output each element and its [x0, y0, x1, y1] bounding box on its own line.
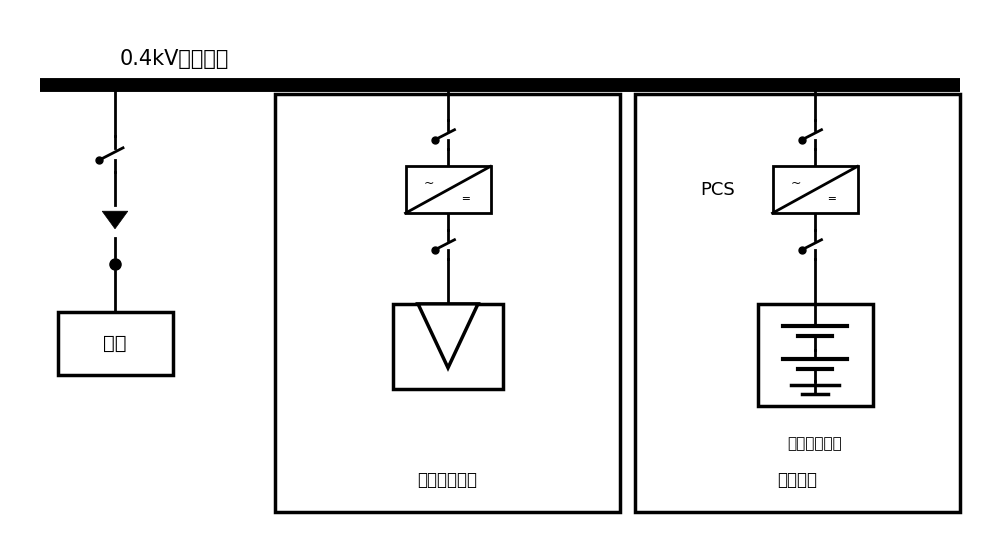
- Bar: [406, 166, 490, 213]
- Bar: [635, 94, 960, 512]
- Bar: [758, 304, 872, 406]
- Text: 储能蓄电池组: 储能蓄电池组: [788, 436, 842, 451]
- Text: 负荷: 负荷: [103, 334, 127, 353]
- Bar: [393, 304, 503, 389]
- Text: 储能系统: 储能系统: [778, 471, 818, 490]
- Bar: [275, 94, 620, 512]
- Bar: [58, 312, 173, 375]
- Polygon shape: [418, 304, 478, 368]
- Text: 0.4kV交流母线: 0.4kV交流母线: [120, 49, 229, 69]
- Text: ═: ═: [829, 193, 835, 203]
- Text: ~: ~: [791, 177, 802, 190]
- Text: PCS: PCS: [700, 181, 735, 199]
- Polygon shape: [102, 211, 128, 229]
- Text: 光伏发电系统: 光伏发电系统: [418, 471, 478, 490]
- Bar: [772, 166, 858, 213]
- Text: ~: ~: [424, 177, 435, 190]
- Text: ═: ═: [462, 193, 468, 203]
